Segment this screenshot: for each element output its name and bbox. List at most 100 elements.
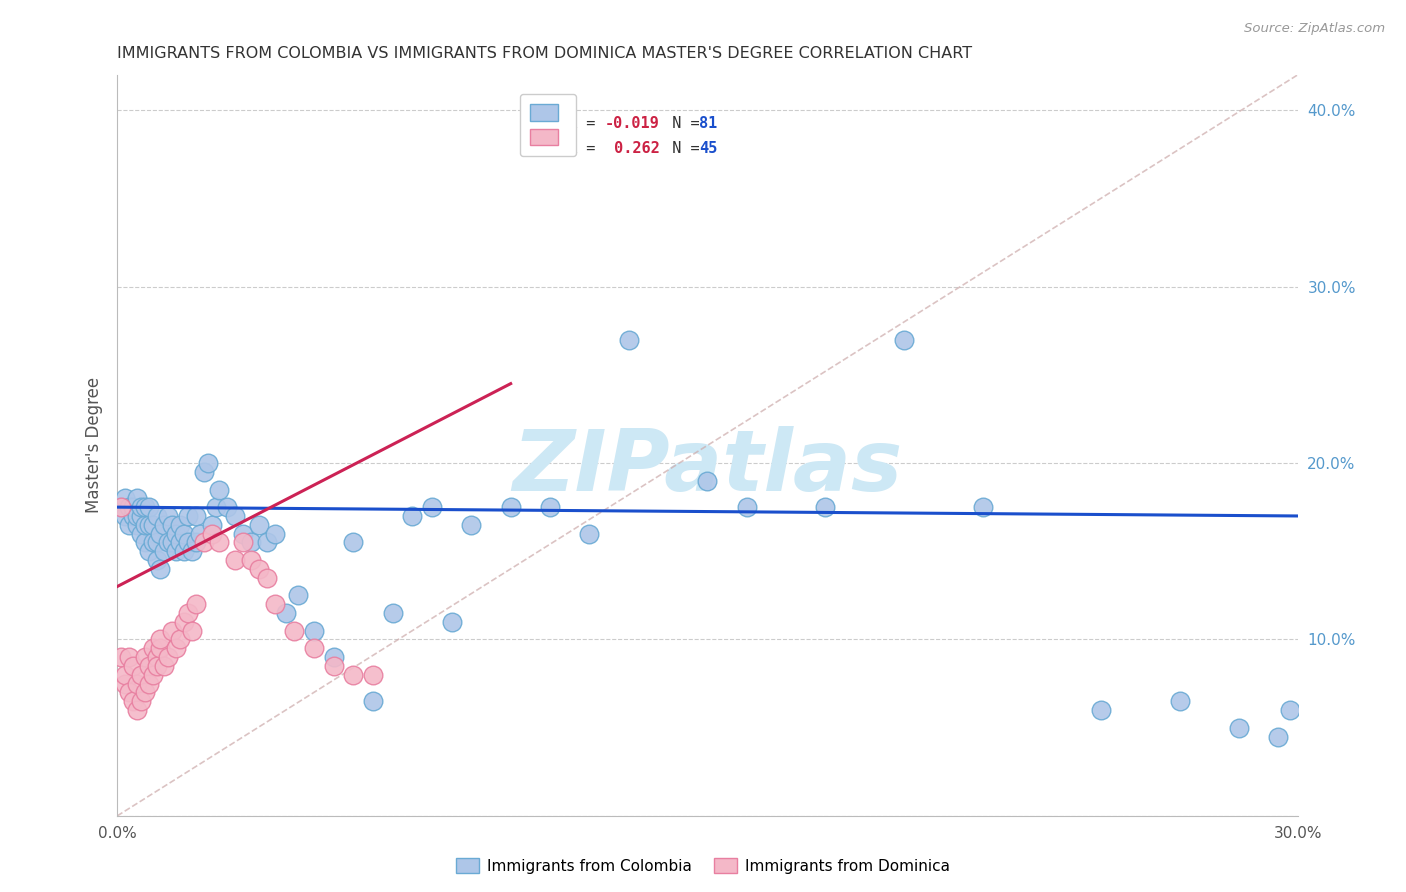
Point [814,500,837,515]
Point [129,500,152,515]
Point [118,500,141,515]
Point [149,562,172,576]
Point [125,508,148,523]
Point [149,632,172,647]
Point [165,544,187,558]
Point [114,667,136,681]
Text: R =: R = [568,116,605,130]
Point [157,508,180,523]
Point [302,641,325,656]
Point [420,500,443,515]
Point [173,526,195,541]
Point [177,535,200,549]
Text: IMMIGRANTS FROM COLOMBIA VS IMMIGRANTS FROM DOMINICA MASTER'S DEGREE CORRELATION: IMMIGRANTS FROM COLOMBIA VS IMMIGRANTS F… [117,46,973,62]
Point [247,562,270,576]
Point [283,624,305,638]
Point [538,500,561,515]
Point [201,526,224,541]
Point [142,535,165,549]
Point [735,500,758,515]
Point [197,456,219,470]
Point [302,624,325,638]
Point [276,606,298,620]
Point [153,659,176,673]
Point [217,500,239,515]
Point [134,650,156,665]
Point [893,333,915,347]
Point [322,659,344,673]
Point [153,517,176,532]
Point [224,553,246,567]
Point [617,333,640,347]
Point [184,508,207,523]
Point [193,535,215,549]
Point [184,535,207,549]
Point [145,508,167,523]
Point [125,491,148,506]
Point [149,526,172,541]
Point [149,641,172,656]
Point [142,517,165,532]
Point [1168,694,1191,708]
Point [145,535,167,549]
Point [157,535,180,549]
Point [1267,730,1289,744]
Point [440,615,463,629]
Point [110,500,132,515]
Point [188,526,211,541]
Point [193,465,215,479]
Point [232,535,254,549]
Point [145,659,167,673]
Point [173,615,195,629]
Point [134,517,156,532]
Text: Source: ZipAtlas.com: Source: ZipAtlas.com [1244,22,1385,36]
Point [110,650,132,665]
Point [138,676,160,690]
Point [381,606,404,620]
Point [208,535,231,549]
Point [142,667,165,681]
Point [696,474,718,488]
Point [169,535,191,549]
Point [129,508,152,523]
Point [122,508,145,523]
Point [342,535,364,549]
Point [162,624,184,638]
Text: 0.262: 0.262 [605,142,659,156]
Point [247,517,270,532]
Point [122,659,145,673]
Point [114,491,136,506]
Point [201,517,224,532]
Y-axis label: Master's Degree: Master's Degree [86,377,103,514]
Point [263,526,285,541]
Point [322,650,344,665]
Point [110,500,132,515]
Point [240,553,263,567]
Point [184,597,207,611]
Text: -0.019: -0.019 [605,116,659,130]
Point [125,517,148,532]
Point [134,535,156,549]
Point [169,632,191,647]
Point [125,703,148,717]
Point [177,508,200,523]
Point [118,685,141,699]
Point [256,535,278,549]
Text: R =: R = [568,142,605,156]
Point [287,588,309,602]
Point [157,650,180,665]
Point [578,526,600,541]
Point [114,508,136,523]
Point [1278,703,1301,717]
Point [153,544,176,558]
Point [177,606,200,620]
Point [1227,721,1250,735]
Point [138,544,160,558]
Point [114,676,136,690]
Point [224,508,246,523]
Point [122,694,145,708]
Point [263,597,285,611]
Text: 81: 81 [699,116,717,130]
Point [1090,703,1112,717]
Point [169,517,191,532]
